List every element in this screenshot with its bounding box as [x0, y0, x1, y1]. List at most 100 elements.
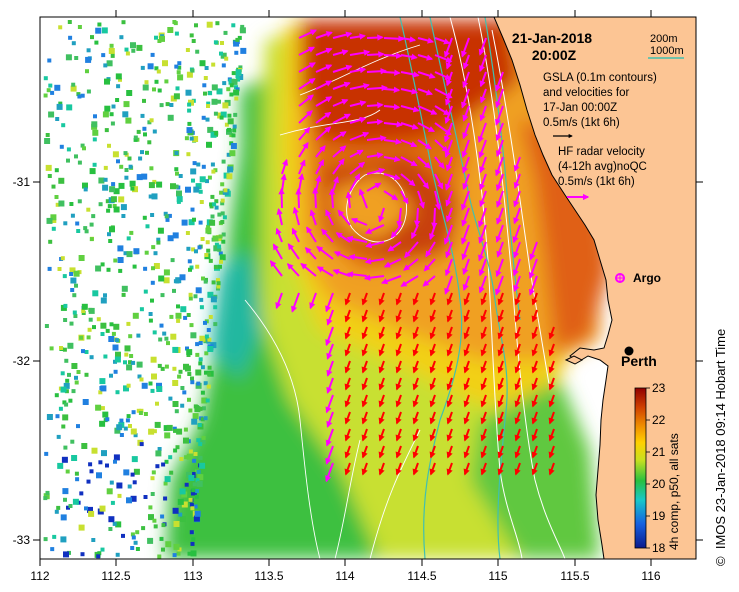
sst-pixel	[229, 150, 236, 157]
hf-velocity-arrow	[383, 69, 401, 76]
sst-pixel	[148, 428, 155, 435]
hf-velocity-arrow-qc	[378, 462, 385, 476]
hf-velocity-arrow-qc	[480, 309, 487, 323]
sst-pixel	[151, 245, 156, 250]
hf-velocity-arrow	[383, 121, 403, 128]
sst-pixel	[163, 277, 170, 284]
hf-velocity-arrow	[495, 258, 504, 278]
hf-velocity-arrow	[349, 161, 366, 175]
sst-pixel	[191, 418, 198, 425]
hf-velocity-arrow	[383, 138, 402, 145]
hf-velocity-arrow-qc	[514, 343, 521, 357]
hf-velocity-arrow-qc	[463, 462, 470, 476]
sst-pixel	[190, 541, 195, 546]
hf-velocity-arrow	[366, 118, 384, 126]
sst-pixel	[43, 537, 48, 542]
sst-pixel	[138, 411, 143, 415]
sst-pixel	[187, 551, 192, 556]
sst-pixel	[150, 388, 155, 393]
sst-pixel	[108, 239, 113, 243]
sst-pixel	[185, 89, 192, 96]
hf-velocity-arrow-qc	[361, 360, 368, 374]
hf-velocity-arrow-qc	[531, 343, 538, 357]
sst-pixel	[184, 365, 191, 372]
sst-pixel	[167, 235, 174, 242]
sst-pixel	[195, 369, 202, 376]
sst-pixel	[191, 178, 195, 183]
hf-velocity-arrow	[309, 209, 317, 226]
hf-velocity-arrow-qc	[446, 462, 453, 476]
hf-velocity-arrow	[348, 253, 368, 261]
hf-velocity-arrow-qc	[497, 326, 504, 340]
hf-velocity-arrow-qc	[446, 445, 453, 459]
sst-pixel	[124, 168, 129, 172]
sst-pixel	[199, 438, 206, 445]
sst-pixel	[192, 136, 199, 142]
sst-pixel	[96, 554, 101, 559]
sst-pixel	[174, 167, 179, 172]
sst-pixel	[84, 229, 89, 234]
sst-pixel	[164, 432, 171, 439]
sst-pixel	[132, 312, 139, 319]
sst-pixel	[136, 333, 141, 338]
sst-pixel	[152, 87, 156, 92]
hf-velocity-arrow	[281, 158, 289, 175]
sst-pixel	[221, 63, 226, 68]
hf-velocity-arrow	[462, 156, 470, 174]
sst-pixel	[84, 372, 89, 377]
hf-velocity-arrow-qc	[480, 411, 487, 425]
sst-pixel	[189, 530, 194, 535]
sst-pixel	[85, 56, 92, 63]
hf-velocity-arrow-qc	[463, 309, 470, 323]
sst-pixel	[150, 492, 155, 496]
hf-velocity-arrow	[316, 266, 334, 277]
hf-velocity-arrow-qc	[480, 326, 487, 340]
gsla-contours	[244, 44, 421, 559]
hf-velocity-arrow-qc	[514, 462, 521, 476]
hf-velocity-arrow-qc	[378, 445, 385, 459]
argo-marker	[615, 273, 625, 283]
hf-velocity-arrow	[461, 139, 470, 159]
sst-pixel	[132, 186, 138, 193]
sst-pixel	[201, 406, 206, 411]
hf-velocity-arrow	[332, 64, 353, 73]
sst-pixel	[66, 505, 70, 510]
hf-velocity-arrow-qc	[412, 377, 419, 391]
sst-pixel	[168, 455, 173, 460]
hf-velocity-arrow	[443, 224, 453, 246]
sst-pixel	[86, 479, 91, 484]
sst-pixel	[69, 267, 76, 274]
sst-pixel	[113, 454, 120, 461]
hf-velocity-arrow	[298, 110, 313, 124]
sst-pixel	[109, 480, 114, 485]
hf-velocity-arrow	[513, 156, 521, 172]
sst-pixel	[97, 551, 102, 556]
sst-pixel	[170, 183, 176, 190]
sst-pixel	[205, 240, 210, 245]
sst-cyan-patch	[210, 250, 262, 380]
sst-pixel	[140, 113, 145, 118]
sst-pixel	[206, 224, 211, 229]
hf-velocity-arrow-qc	[548, 360, 555, 374]
sst-pixel	[67, 372, 71, 377]
hf-velocity-arrow	[349, 49, 371, 56]
hf-velocity-arrow	[445, 173, 453, 191]
sst-pixel	[77, 94, 82, 99]
sst-pixel	[81, 309, 86, 313]
hf-velocity-arrow-qc	[361, 343, 368, 357]
sst-pixel	[217, 99, 221, 104]
sst-pixel	[227, 113, 232, 118]
hf-velocity-arrow	[478, 258, 487, 277]
sst-pixel	[172, 232, 179, 239]
sst-pixel	[191, 488, 196, 493]
hf-velocity-arrow	[326, 343, 334, 360]
sst-pixel	[82, 146, 86, 151]
sst-pixel	[144, 80, 149, 85]
hf-velocity-arrow	[417, 173, 430, 190]
sst-pixel	[188, 292, 193, 297]
hf-velocity-arrow	[434, 139, 449, 153]
sst-pixel	[141, 526, 146, 531]
hf-velocity-arrow	[358, 188, 368, 209]
hf-velocity-arrow	[444, 275, 453, 295]
sst-pixel	[118, 182, 125, 189]
